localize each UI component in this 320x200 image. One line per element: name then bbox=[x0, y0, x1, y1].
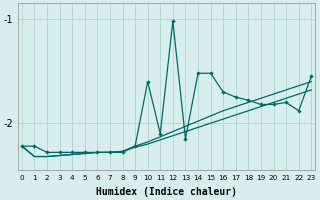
X-axis label: Humidex (Indice chaleur): Humidex (Indice chaleur) bbox=[96, 186, 237, 197]
